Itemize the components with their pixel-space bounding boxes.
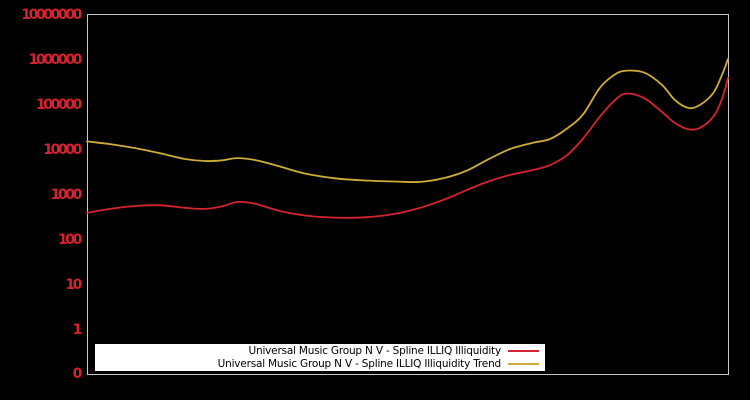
y-axis-tick-label: 10 bbox=[65, 277, 82, 293]
legend-label-trend: Universal Music Group N V - Spline ILLIQ… bbox=[217, 358, 502, 370]
legend: Universal Music Group N V - Spline ILLIQ… bbox=[95, 344, 545, 371]
y-axis-tick-label: 1000 bbox=[50, 187, 83, 203]
legend-entry-trend: Universal Music Group N V - Spline ILLIQ… bbox=[95, 358, 545, 371]
y-axis-tick-label: 10000 bbox=[43, 142, 82, 158]
y-axis-tick-label: 100 bbox=[57, 232, 82, 248]
y-axis-tick-label: 1 bbox=[72, 322, 83, 338]
y-axis-tick-label: 100000 bbox=[35, 97, 82, 113]
y-axis-tick-label: 10000000 bbox=[21, 7, 82, 23]
y-axis-tick-label: 1000000 bbox=[28, 52, 83, 68]
illiquidity-line bbox=[86, 77, 729, 219]
legend-line-sample-illiquidity bbox=[508, 350, 539, 352]
y-axis-tick-label: 0 bbox=[72, 366, 83, 382]
legend-line-sample-trend bbox=[508, 363, 539, 365]
plot-border bbox=[87, 14, 729, 375]
y-axis: 10000000 1000000 100000 10000 1000 100 10 1 0 bbox=[0, 0, 82, 400]
trend-line bbox=[86, 58, 729, 184]
legend-label-illiquidity: Universal Music Group N V - Spline ILLIQ… bbox=[248, 345, 502, 357]
legend-entry-illiquidity: Universal Music Group N V - Spline ILLIQ… bbox=[95, 345, 545, 358]
